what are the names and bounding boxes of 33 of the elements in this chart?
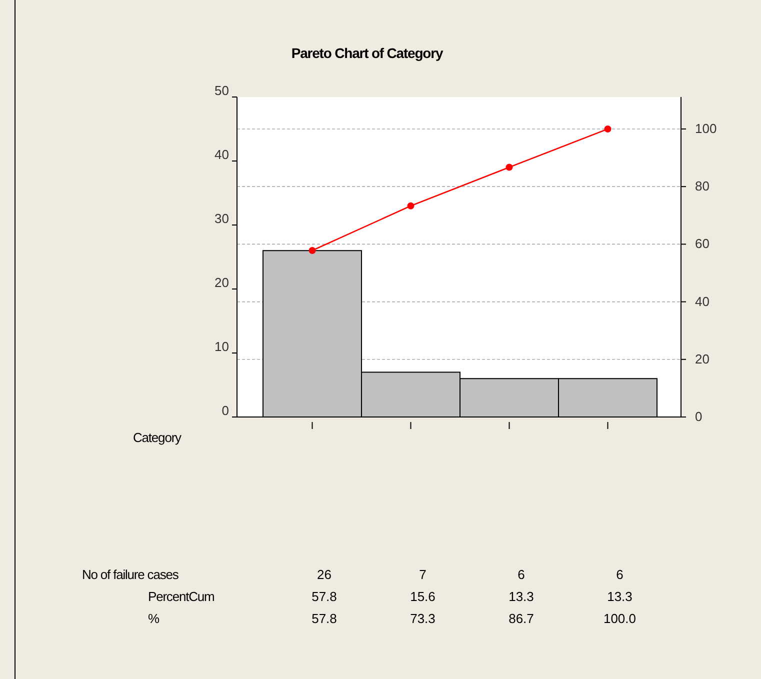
- y2-tick-label: 60: [695, 236, 710, 252]
- y2-tick-label: 0: [695, 409, 702, 424]
- text: No of failure cases: [82, 567, 180, 582]
- y-tick-label: 30: [214, 211, 229, 226]
- data-label: 6: [616, 567, 624, 582]
- data-label: 73.3: [410, 611, 436, 626]
- y2-tick-label: 100: [695, 120, 717, 136]
- point: [308, 247, 316, 254]
- text: 15.6: [410, 589, 436, 604]
- data-label: 7: [419, 567, 426, 582]
- y-tick-label: 20: [214, 275, 229, 290]
- data-label: 57.8: [312, 611, 337, 626]
- point: [506, 164, 513, 171]
- chart-title: Pareto Chart of Category: [291, 45, 444, 61]
- y-tick-label: 50: [214, 83, 229, 98]
- text: 57.8: [312, 589, 337, 604]
- y-tick-label: 10: [214, 339, 229, 354]
- y2-tick-label: 80: [695, 178, 710, 194]
- data-label: 6: [518, 567, 525, 582]
- point: [604, 125, 612, 132]
- y2-tick-label: 40: [695, 294, 710, 309]
- text: 13.3: [607, 589, 632, 604]
- point: [407, 202, 414, 210]
- y2-tick-label: 20: [695, 351, 710, 366]
- text: %: [148, 611, 160, 626]
- data-label: 26: [317, 567, 332, 582]
- y-tick-label: 40: [214, 147, 229, 162]
- y-tick-label: 0: [222, 403, 229, 418]
- text: 13.3: [508, 589, 534, 604]
- data-label: 86.7: [508, 611, 534, 626]
- x-axis-title: Category: [133, 430, 182, 445]
- text: PercentCum: [148, 589, 214, 604]
- data-label: 100.0: [603, 611, 636, 626]
